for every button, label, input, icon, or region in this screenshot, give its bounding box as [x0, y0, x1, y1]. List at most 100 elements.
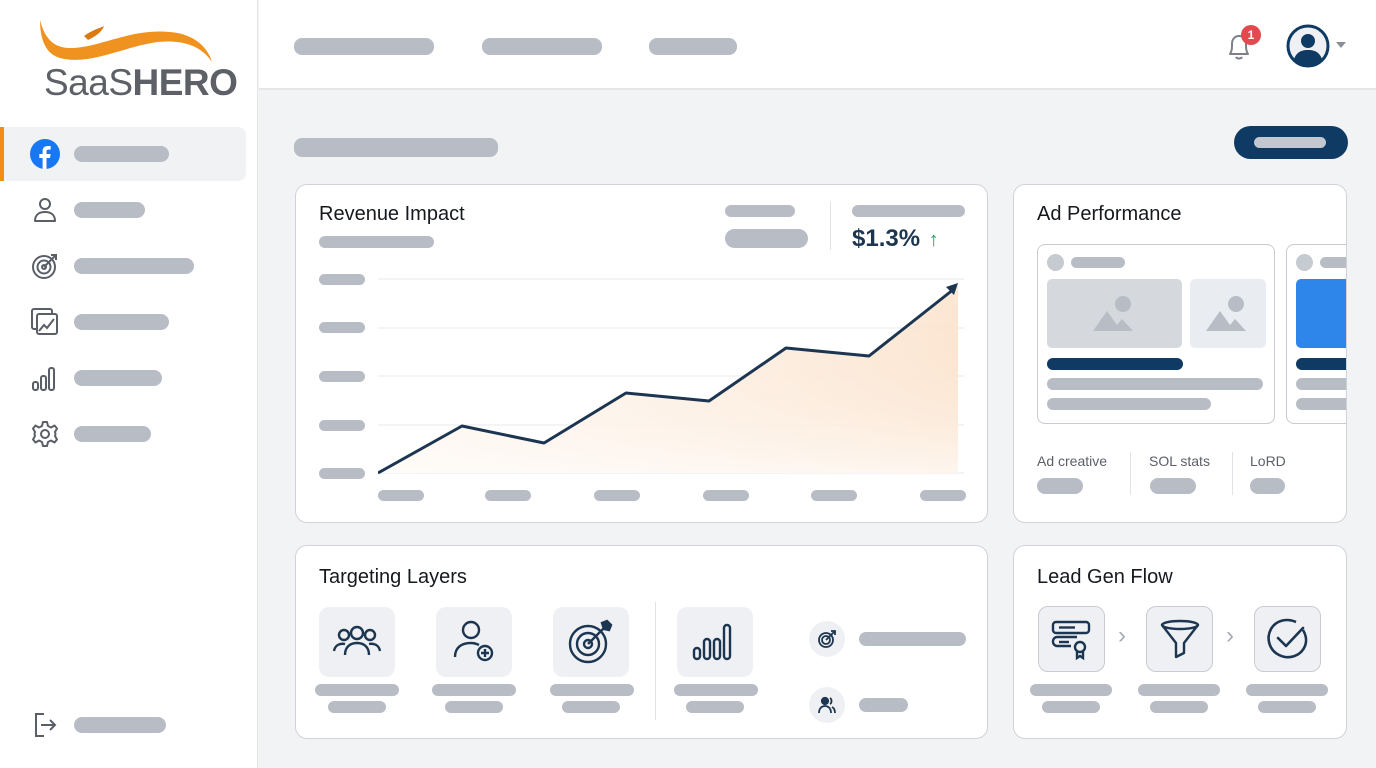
targeting-tile-interests[interactable] [553, 607, 629, 677]
metric-value: $1.3% ↑ [852, 225, 939, 252]
audience-group-icon [332, 625, 382, 656]
targeting-tile-lookalike[interactable] [436, 607, 512, 677]
sidebar-item-targeting[interactable] [0, 239, 246, 293]
card-subtitle [319, 236, 434, 248]
logout-label [74, 717, 166, 733]
x-tick-label [485, 490, 531, 501]
card-title: Lead Gen Flow [1037, 566, 1173, 588]
flow-step-form[interactable] [1038, 606, 1105, 672]
revenue-chart[interactable] [378, 277, 968, 477]
add-user-icon [453, 620, 494, 662]
brand-logo[interactable]: SaaSHERO [30, 14, 238, 104]
x-tick-label [920, 490, 966, 501]
targeting-layers-card: Targeting Layers [295, 545, 988, 739]
x-tick-label [378, 490, 424, 501]
y-tick-label [319, 322, 365, 333]
sidebar-item-users[interactable] [0, 183, 246, 237]
card-title: Ad Performance [1037, 203, 1182, 225]
notifications-button[interactable]: 1 [1223, 25, 1261, 64]
target-icon [32, 254, 57, 279]
divider [1130, 452, 1131, 495]
card-title: Targeting Layers [319, 566, 467, 588]
user-menu[interactable] [1286, 24, 1348, 68]
swoosh-icon [40, 20, 212, 62]
sidebar-item-creatives[interactable] [0, 295, 246, 349]
divider [830, 202, 831, 250]
top-header: 1 [259, 0, 1376, 90]
tile-label [550, 684, 634, 696]
chevron-right-icon: › [1226, 622, 1234, 649]
legend-value [1150, 478, 1196, 494]
y-tick-label [319, 468, 365, 479]
ad-image-main [1296, 279, 1346, 348]
sidebar: SaaSHERO [0, 0, 258, 768]
step-sublabel [1042, 701, 1100, 713]
tile-label [674, 684, 758, 696]
logout-icon [35, 713, 57, 737]
ad-preview-card[interactable] [1037, 244, 1275, 424]
chevron-down-icon [1336, 42, 1346, 48]
tile-sublabel [562, 701, 620, 713]
header-nav-link-2[interactable] [482, 38, 602, 55]
form-certificate-icon [1051, 620, 1091, 661]
ad-performance-card: Ad Performance Ad creative SOL stats [1013, 184, 1347, 523]
metric-label [852, 205, 965, 217]
sidebar-item-label [74, 258, 194, 274]
logout-button[interactable] [0, 698, 246, 752]
primary-action-button[interactable] [1234, 126, 1348, 159]
step-sublabel [1258, 701, 1316, 713]
ad-preview-card-2[interactable] [1286, 244, 1346, 424]
ad-account-name [1071, 257, 1125, 268]
y-tick-label [319, 420, 365, 431]
x-tick-label [811, 490, 857, 501]
user-avatar-icon [1286, 24, 1330, 68]
flow-step-converted[interactable] [1254, 606, 1321, 672]
flow-step-funnel[interactable] [1146, 606, 1213, 672]
target-icon [818, 630, 836, 648]
targeting-side-item-people[interactable] [809, 687, 845, 723]
x-tick-label [594, 490, 640, 501]
targeting-side-item-target[interactable] [809, 621, 845, 657]
chevron-right-icon: › [1118, 622, 1126, 649]
bar-chart-icon [692, 623, 732, 661]
sidebar-item-settings[interactable] [0, 407, 246, 461]
divider [655, 602, 656, 720]
ad-text-line [1296, 378, 1346, 390]
stat-label [725, 205, 795, 217]
divider [1232, 452, 1233, 495]
image-icon [1206, 296, 1246, 331]
ad-image-main [1047, 279, 1182, 348]
targeting-tile-analytics[interactable] [677, 607, 753, 677]
sidebar-item-label [74, 314, 169, 330]
ad-headline [1296, 358, 1346, 370]
trend-arrow-icon [946, 283, 958, 295]
ad-avatar [1047, 254, 1064, 271]
check-circle-icon [1267, 618, 1308, 659]
side-item-label [859, 698, 908, 712]
gallery-chart-icon [31, 308, 58, 335]
ad-text-line [1047, 398, 1211, 410]
lead-gen-flow-card: Lead Gen Flow › › [1013, 545, 1347, 739]
bar-chart-icon [32, 367, 55, 391]
facebook-icon [30, 139, 60, 169]
tile-sublabel [328, 701, 386, 713]
ad-image-secondary [1190, 279, 1266, 348]
step-label [1246, 684, 1328, 696]
sidebar-item-analytics[interactable] [0, 351, 246, 405]
legend-lord: LoRD [1250, 453, 1286, 469]
sidebar-item-label [74, 370, 162, 386]
ad-account-name [1320, 257, 1346, 268]
sidebar-item-facebook[interactable] [0, 127, 246, 181]
ad-avatar [1296, 254, 1313, 271]
y-tick-label [319, 371, 365, 382]
legend-ad-creative: Ad creative [1037, 453, 1108, 469]
target-arrow-icon [568, 619, 613, 664]
image-icon [1093, 296, 1133, 331]
sidebar-item-label [74, 202, 145, 218]
header-nav-link-1[interactable] [294, 38, 434, 55]
ad-text-line [1047, 378, 1263, 390]
revenue-impact-card: Revenue Impact $1.3% ↑ [295, 184, 988, 523]
header-nav-link-3[interactable] [649, 38, 737, 55]
trend-up-icon: ↑ [928, 229, 939, 251]
targeting-tile-audiences[interactable] [319, 607, 395, 677]
